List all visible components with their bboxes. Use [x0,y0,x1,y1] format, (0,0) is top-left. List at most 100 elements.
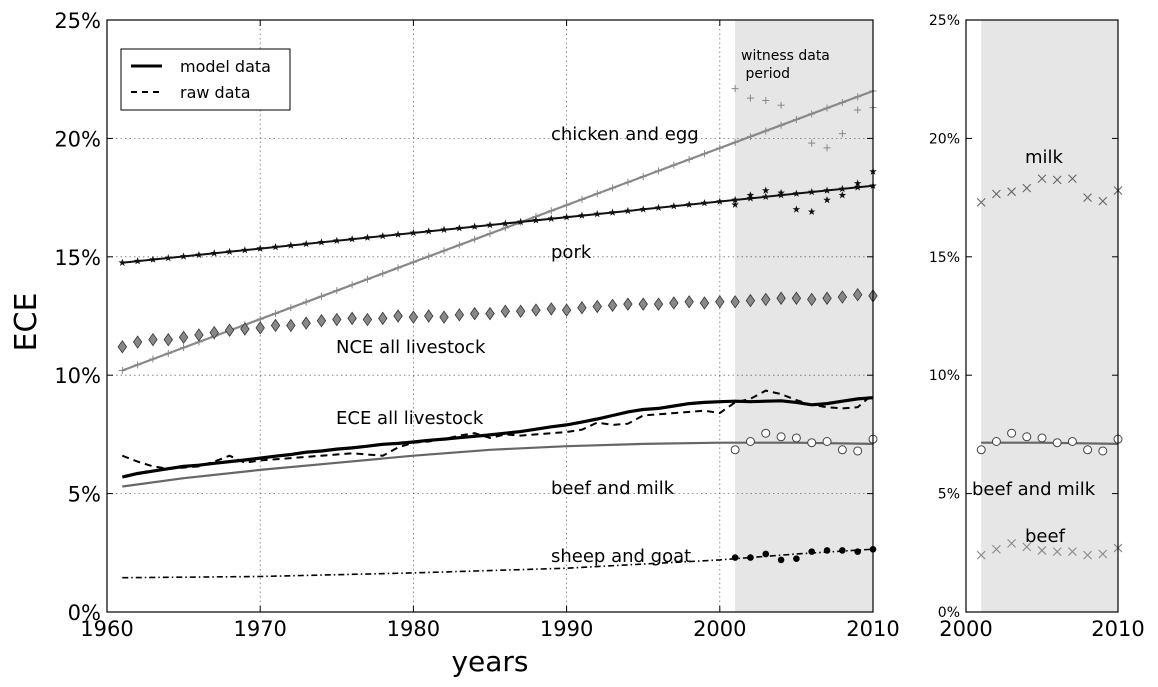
pork-model-marker [578,211,586,219]
nce-point [531,303,541,317]
nce-point [623,297,633,311]
pork-model-marker [470,222,479,230]
nce-point [378,311,388,326]
pork-model-marker [133,257,142,265]
pork-model-marker [777,191,785,199]
beef-milk-model-line [122,441,874,488]
pork-model-marker [394,230,402,238]
pork-model-marker [792,189,801,197]
pork-model-marker [302,239,310,248]
milk-witness-point [1098,196,1108,206]
chicken-egg-model-marker [501,224,509,232]
nce-point [730,295,740,309]
series-label-side-beef-milk: beef and milk [972,479,1096,500]
pork-witness-point [762,186,770,194]
side-beef-milk-witness-point [1037,433,1047,443]
sheep-goat-witness-point [854,548,861,555]
nce-point [607,298,618,313]
sheep-goat-witness-point [777,556,785,564]
chicken-egg-model-marker [455,241,463,249]
milk-witness-point [976,197,986,207]
pork-witness-point [777,188,785,197]
side-beef-milk-witness-point [1022,432,1032,442]
chicken-egg-model-marker [639,173,647,181]
side-beef-milk-witness-point [1052,438,1062,448]
main-plot-frame [106,19,874,613]
milk-witness-point [1083,193,1092,202]
chicken-egg-model-marker [348,281,356,289]
pork-model-marker [654,203,663,211]
chicken-egg-model-marker [333,287,341,295]
nce-point [362,312,373,327]
beef-milk-witness-point [807,438,817,448]
chicken-egg-model-marker [685,155,693,163]
series-label-milk: milk [1025,147,1064,168]
nce-point [454,308,465,322]
chicken-egg-model-marker [670,161,678,169]
pork-model-marker [210,249,218,257]
chicken-egg-model-marker [838,98,846,106]
nce-point [408,310,419,324]
series-label-pork: pork [551,242,592,263]
nce-point [209,325,219,340]
nce-point [424,309,434,323]
witness-period-region [735,20,873,612]
pork-model-marker [317,238,326,246]
pork-model-marker [685,200,693,208]
nce-point [132,335,143,349]
pork-model-marker [440,225,448,233]
pork-model-marker [287,241,295,249]
nce-point [224,323,235,337]
chicken-egg-model-marker [379,270,387,278]
beef-witness-point [1007,538,1016,548]
pork-model-marker [271,243,280,251]
chicken-egg-model-marker [180,344,188,352]
pork-model-marker [746,194,755,202]
x-tick-label: 2010 [1091,617,1144,641]
pork-witness-point [792,205,801,213]
series-label-ece: ECE all livestock [336,408,484,429]
main-plot: 1960 1970 1980 1990 2000 2010 0% 5% 10% 15% 20% 25%… [9,9,900,678]
chicken-egg-model-marker [409,258,417,266]
chicken-egg-model-marker [609,184,617,192]
beef-milk-witness-point [761,428,771,438]
pork-model-marker [149,255,157,263]
pork-model-marker [516,217,525,226]
beef-witness-point [1083,550,1092,560]
chicken-egg-model-marker [700,150,708,158]
sheep-goat-witness-point [731,554,739,561]
pork-witness-point [731,200,739,208]
chicken-egg-model-marker [655,167,663,175]
chicken-egg-model-marker [808,110,816,118]
beef-witness-point [976,550,986,560]
milk-witness-point [992,189,1001,199]
x-tick-label: 2010 [846,617,899,641]
side-beef-milk-witness-point [1007,428,1017,438]
nce-point [638,297,648,311]
chicken-egg-model-marker [471,235,479,243]
chicken-egg-model-marker [287,304,295,312]
sheep-goat-witness-point [762,550,770,558]
nce-point [684,295,694,309]
nce-point [332,312,342,327]
pork-model-line [122,184,874,264]
nce-point [715,295,725,309]
legend-box [120,48,291,111]
series-label-nce: NCE all livestock [336,337,486,358]
pork-model-marker [225,247,234,255]
nce-point [485,306,495,321]
chicken-egg-model-marker [777,121,785,129]
pork-model-marker [624,206,632,215]
chicken-egg-witness-point [777,101,785,109]
chicken-egg-model-marker [593,190,601,198]
side-beef-milk-witness-point [1083,445,1093,455]
chicken-egg-witness-point [808,139,816,147]
beef-witness-point [1052,547,1062,557]
side-plot: 2000 2010 0% 5% 10% 15% 20% 25% milk beef and mil… [929,13,1145,641]
chicken-egg-model-marker [363,275,371,283]
legend-label-model: model data [180,57,271,76]
x-tick-label: 1970 [233,617,286,641]
nce-point [178,330,189,345]
nce-point [286,318,296,333]
nce-point [439,310,449,324]
